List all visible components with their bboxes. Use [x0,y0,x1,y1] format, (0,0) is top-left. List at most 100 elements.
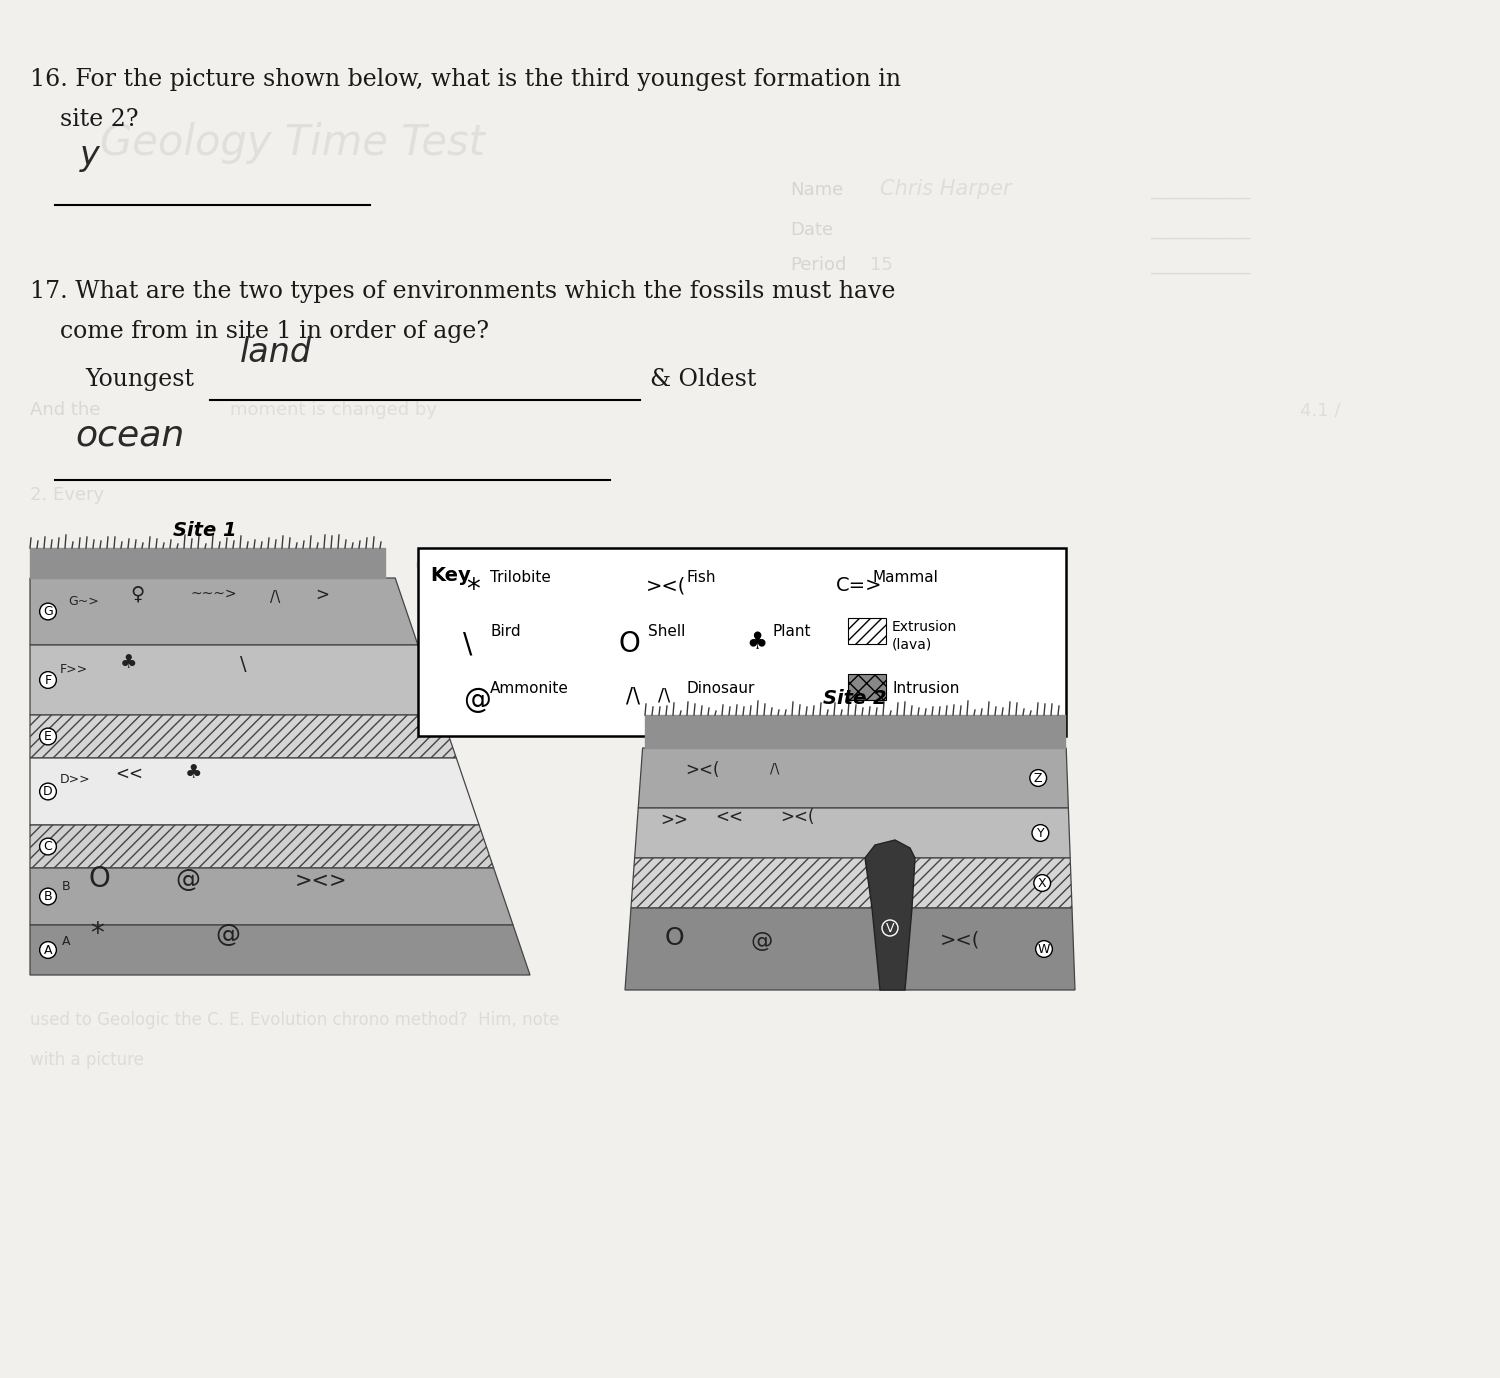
Text: 16. For the picture shown below, what is the third youngest formation in: 16. For the picture shown below, what is… [30,68,901,91]
Text: /\: /\ [770,761,780,774]
Text: Extrusion
(lava): Extrusion (lava) [892,620,957,652]
Polygon shape [30,577,418,645]
Text: F>>: F>> [60,663,88,677]
Text: \: \ [240,655,246,674]
Polygon shape [638,748,1068,808]
Text: *: * [466,576,480,604]
Text: Site 2: Site 2 [824,689,886,707]
Text: ~~~>: ~~~> [190,587,237,601]
Text: 15: 15 [870,256,892,274]
Text: Mammal: Mammal [873,570,939,586]
Text: site 2?: site 2? [30,107,138,131]
Text: ocean: ocean [75,418,184,452]
Text: ♀: ♀ [130,586,144,604]
Polygon shape [30,645,441,715]
Text: & Oldest: & Oldest [650,368,756,391]
Text: ___________: ___________ [1150,256,1251,274]
Text: C: C [44,841,52,853]
Text: A: A [62,936,70,948]
Text: Ammonite: Ammonite [490,681,568,696]
Text: Plant: Plant [772,624,812,639]
Text: <<: << [116,765,142,783]
Text: O: O [664,926,684,949]
Text: @: @ [176,868,200,892]
Bar [419,548,1066,736]
Text: certain point m: certain point m [416,555,542,575]
Text: ___________: ___________ [1150,182,1251,200]
Text: B: B [44,890,52,903]
Text: Geology Time Test: Geology Time Test [100,123,484,164]
Text: And the: And the [30,401,100,419]
Text: ><(: ><( [780,808,814,825]
Text: Bird: Bird [490,624,520,639]
Text: ♣: ♣ [120,653,138,672]
Text: \: \ [464,630,472,659]
Polygon shape [30,715,456,758]
Text: ♣: ♣ [184,763,202,781]
Text: F: F [45,674,51,686]
Polygon shape [865,841,915,989]
Text: <<: << [716,808,742,825]
Text: /\: /\ [626,686,640,706]
Text: >>: >> [660,812,688,830]
Text: Youngest: Youngest [86,368,194,391]
Text: used to Geologic the C. E. Evolution chrono method?  Him, note: used to Geologic the C. E. Evolution chr… [30,1011,560,1029]
Text: /\: /\ [270,590,280,605]
Text: Key: Key [430,566,471,586]
Text: Site 1: Site 1 [172,521,237,540]
Text: ><(: ><( [940,930,981,949]
Text: Fish: Fish [686,570,716,586]
Bar [847,617,886,644]
Text: Date: Date [790,220,832,238]
Text: *: * [90,921,104,948]
Text: O: O [88,865,110,893]
Text: Y: Y [1036,827,1044,839]
Text: Trilobite: Trilobite [490,570,550,586]
Text: with a picture: with a picture [30,1051,144,1069]
Text: ><(: ><( [686,761,720,779]
Text: @: @ [750,932,772,951]
Text: y: y [80,139,99,172]
Polygon shape [626,908,1076,989]
Text: ><(: ><( [646,576,686,595]
Text: G~>: G~> [68,595,99,608]
Polygon shape [30,925,530,976]
Text: Name: Name [790,181,843,198]
Text: ♣: ♣ [746,630,766,655]
Text: @: @ [214,923,240,947]
Text: ___________: ___________ [1150,222,1251,240]
Polygon shape [30,758,478,825]
Text: moment is changed by: moment is changed by [230,401,436,419]
Text: O: O [618,630,639,659]
Polygon shape [632,858,1072,908]
Text: 4.1 /: 4.1 / [1300,401,1341,419]
Text: Shell: Shell [648,624,686,639]
Text: D: D [44,785,52,798]
Text: W: W [1038,943,1050,955]
Text: @: @ [464,686,490,714]
Text: Chris Harper: Chris Harper [880,179,1011,198]
Text: come from in site 1 in order of age?: come from in site 1 in order of age? [30,320,489,343]
Text: 2. Every: 2. Every [30,486,104,504]
Text: X: X [1038,876,1047,890]
Text: Period: Period [790,256,846,274]
Text: D>>: D>> [60,773,90,785]
Text: 17. What are the two types of environments which the fossils must have: 17. What are the two types of environmen… [30,280,895,303]
Text: V: V [885,922,894,934]
Text: G: G [44,605,52,617]
Polygon shape [634,808,1070,858]
Polygon shape [30,868,513,925]
Text: Dinosaur: Dinosaur [686,681,754,696]
Polygon shape [30,825,494,868]
Text: C=>: C=> [836,576,882,595]
Text: A: A [44,944,52,956]
Text: E: E [44,730,52,743]
Text: land: land [240,336,312,369]
Text: /\: /\ [658,686,670,704]
Text: Intrusion: Intrusion [892,681,960,696]
Text: Z: Z [1034,772,1042,784]
Bar [847,674,886,700]
Text: >: > [315,586,328,604]
Text: B: B [62,881,70,893]
Text: ><>: ><> [296,871,348,892]
